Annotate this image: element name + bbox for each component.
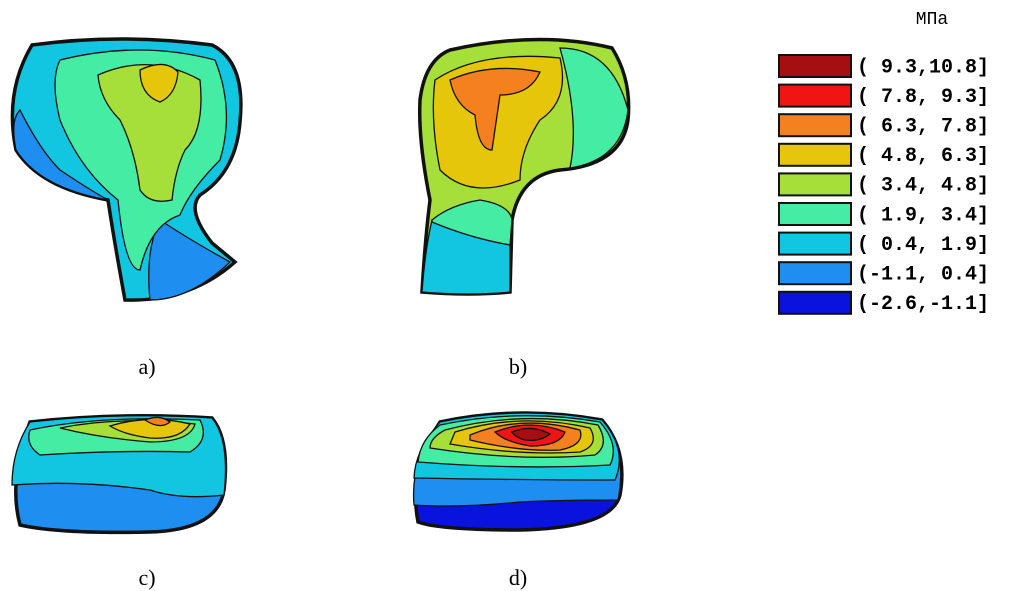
contour-plot-a	[12, 39, 241, 300]
legend-swatch	[779, 203, 851, 225]
legend-swatch	[779, 233, 851, 255]
legend-swatch	[779, 262, 851, 284]
legend-label: ( 1.9, 3.4]	[857, 204, 989, 227]
panel-label: d)	[509, 565, 527, 590]
unit-label: МПа	[916, 10, 949, 30]
panel-label: a)	[138, 354, 155, 379]
legend-label: (-2.6,-1.1]	[857, 293, 989, 316]
legend-label: ( 4.8, 6.3]	[857, 145, 989, 168]
contour-plot-d	[414, 413, 622, 530]
legend-swatch	[779, 55, 851, 77]
legend-label: ( 6.3, 7.8]	[857, 115, 989, 138]
figure: a) b) c) d) МПа ( 9.3,10.8]( 7.8, 9.3]( …	[0, 0, 1012, 591]
contour-plot-b	[420, 39, 629, 294]
legend-swatch	[779, 85, 851, 107]
legend-swatch	[779, 144, 851, 166]
legend-label: ( 0.4, 1.9]	[857, 234, 989, 257]
legend-label: (-1.1, 0.4]	[857, 263, 989, 286]
legend: ( 9.3,10.8] ( 7.8, 9.3] ( 6.3, 7.8] ( 4.8, …	[779, 55, 989, 316]
legend-label: ( 9.3,10.8]	[857, 56, 989, 79]
panel-label: c)	[138, 565, 155, 590]
panel-label: b)	[509, 354, 527, 379]
contour-plot-c	[12, 416, 226, 533]
legend-swatch	[779, 292, 851, 314]
legend-label: ( 7.8, 9.3]	[857, 86, 989, 109]
legend-swatch	[779, 173, 851, 195]
legend-label: ( 3.4, 4.8]	[857, 175, 989, 198]
legend-swatch	[779, 114, 851, 136]
